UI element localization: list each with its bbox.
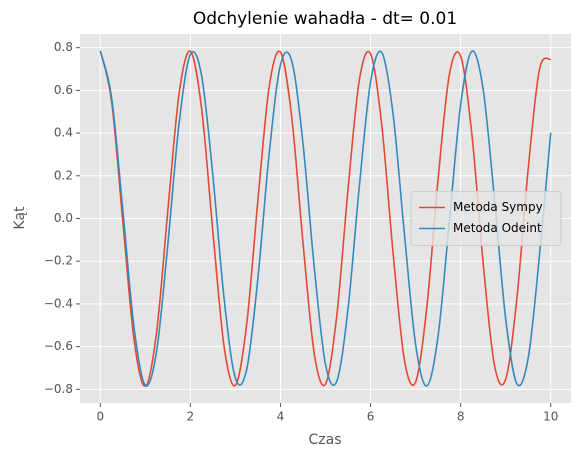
x-axis-label: Czas [309,432,342,448]
x-tick-label: 2 [187,410,195,424]
x-tick-label: 10 [543,410,558,424]
y-tick-label: 0.2 [54,168,73,182]
legend-label: Metoda Sympy [453,200,543,214]
x-tick-label: 8 [457,410,465,424]
y-tick-label: −0.4 [44,296,73,310]
y-tick-label: 0.8 [54,40,73,54]
y-tick-label: −0.6 [44,339,73,353]
y-tick-label: −0.2 [44,254,73,268]
y-axis-label: Kąt [12,206,28,230]
line [99,50,552,387]
x-tick-label: 4 [277,410,285,424]
y-tick-label: 0.4 [54,126,73,140]
legend-box [410,191,562,246]
x-tick-label: 6 [367,410,375,424]
legend-label: Metoda Odeint [453,221,542,235]
y-tick-label: 0.0 [54,211,73,225]
x-tick-label: 0 [96,410,104,424]
y-tick-label: 0.6 [54,83,73,97]
y-tick-label: −0.8 [44,382,73,396]
chart-title: Odchylenie wahadła - dt= 0.01 [193,9,457,29]
legend: Metoda Sympy Metoda Odeint [410,191,562,246]
